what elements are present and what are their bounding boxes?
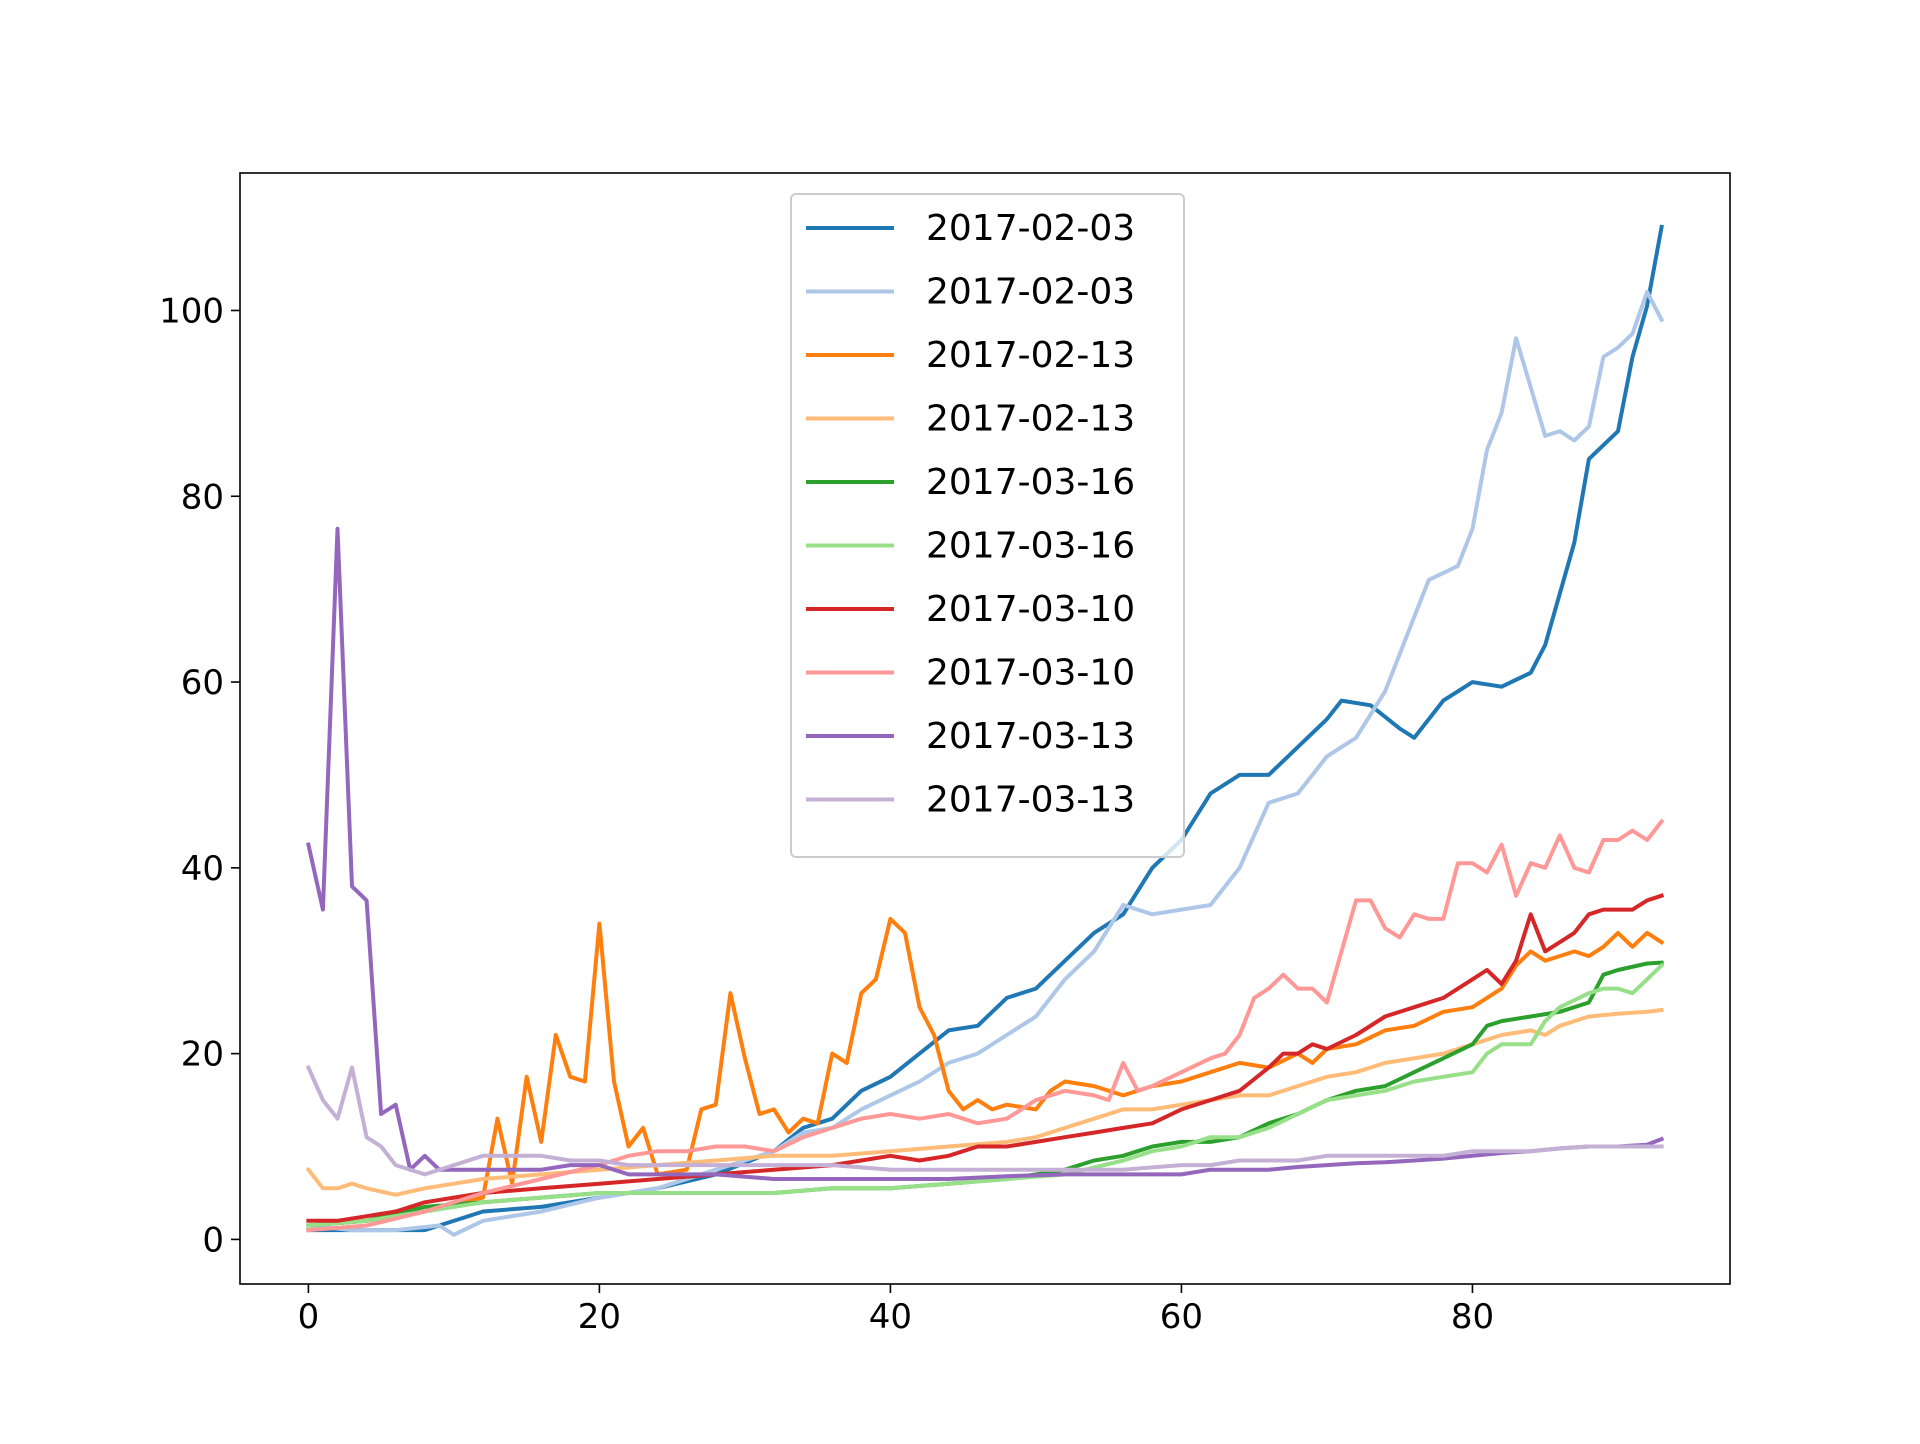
y-tick-label: 40 <box>181 849 224 889</box>
legend-label: 2017-02-03 <box>926 272 1135 313</box>
y-tick-label: 60 <box>181 663 224 703</box>
series-line-8 <box>306 526 1665 1181</box>
series-line-1 <box>306 289 1665 1237</box>
axes-frame <box>239 172 1731 1285</box>
x-axis: 0 20 40 60 80 <box>298 1284 1494 1337</box>
series-layer <box>305 224 1665 1237</box>
y-tick-label: 20 <box>181 1035 224 1075</box>
legend-label: 2017-03-13 <box>926 716 1135 757</box>
series-line-3 <box>305 1007 1664 1197</box>
legend-label: 2017-03-16 <box>926 526 1135 567</box>
legend: 2017-02-03 2017-02-03 2017-02-13 2017-02-13… <box>790 193 1185 858</box>
legend-label: 2017-03-10 <box>926 589 1135 630</box>
legend-label: 2017-02-13 <box>926 399 1135 440</box>
x-tick-label: 20 <box>578 1297 621 1337</box>
legend-label: 2017-03-16 <box>926 462 1135 503</box>
series-line-6 <box>306 893 1665 1223</box>
legend-label: 2017-02-03 <box>926 208 1135 249</box>
y-tick-label: 0 <box>202 1220 224 1260</box>
x-tick-label: 0 <box>298 1297 320 1337</box>
series-line-5 <box>306 962 1665 1228</box>
x-tick-label: 40 <box>869 1297 912 1337</box>
series-line-7 <box>306 818 1665 1233</box>
y-tick-label: 100 <box>159 291 224 331</box>
x-tick-label: 80 <box>1451 1297 1494 1337</box>
legend-label: 2017-03-13 <box>926 780 1135 821</box>
series-line-9 <box>305 1064 1664 1177</box>
y-tick-label: 80 <box>181 477 224 517</box>
legend-label: 2017-03-10 <box>926 653 1135 694</box>
y-axis: 0 20 40 60 80 100 <box>159 291 240 1260</box>
legend-label: 2017-02-13 <box>926 335 1135 376</box>
x-tick-label: 60 <box>1160 1297 1203 1337</box>
legend-frame <box>790 193 1185 858</box>
series-line-2 <box>306 916 1665 1228</box>
